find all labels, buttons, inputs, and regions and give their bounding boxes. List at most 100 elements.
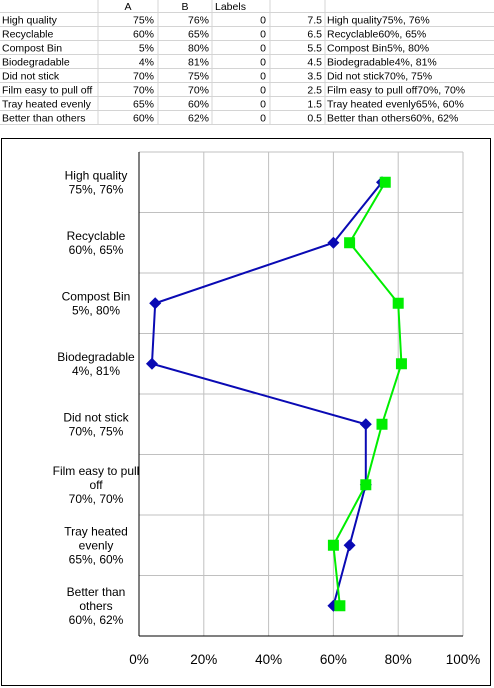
- sheet-cell-combined: Did not stick70%, 75%: [327, 71, 432, 83]
- sheet-cell-b: 65%: [188, 29, 209, 41]
- sheet-col-header: Labels: [215, 1, 246, 13]
- category-label: Did not stick 70%, 75%: [63, 410, 129, 438]
- category-label-line: Better than: [67, 585, 126, 599]
- category-label-line: 70%, 70%: [69, 492, 124, 506]
- sheet-cell-name: Better than others: [2, 113, 85, 125]
- category-label-line: evenly: [79, 538, 114, 552]
- sheet-cell-name: Did not stick: [2, 71, 60, 83]
- series-2-line: [332, 181, 403, 606]
- sheet-cell-name: Recyclable: [2, 29, 54, 41]
- sheet-cell-a: 5%: [139, 43, 154, 55]
- category-label-line: 75%, 76%: [69, 182, 124, 196]
- sheet-cell-pos: 0.5: [307, 113, 322, 125]
- sheet-cell-name: Tray heated evenly: [2, 99, 92, 111]
- sheet-cell-pos: 6.5: [307, 29, 322, 41]
- chart-area: [1, 138, 491, 686]
- sheet-cell-b: 70%: [188, 85, 209, 97]
- sheet-cell-labels: 0: [260, 99, 266, 111]
- category-label-line: Did not stick: [63, 410, 129, 424]
- sheet-cell-combined: Better than others60%, 62%: [327, 113, 458, 125]
- sheet-cell-labels: 0: [260, 113, 266, 125]
- sheet-col-header: A: [124, 1, 131, 13]
- sheet-cell-b: 75%: [188, 71, 209, 83]
- x-tick-label: 20%: [190, 652, 217, 667]
- sheet-cell-b: 62%: [188, 113, 209, 125]
- category-label-line: 65%, 60%: [69, 552, 124, 566]
- sheet-cell-name: Film easy to pull off: [2, 85, 92, 97]
- sheet-col-header: B: [181, 1, 188, 13]
- category-label-line: High quality: [65, 168, 128, 182]
- category-label-line: Biodegradable: [57, 350, 135, 364]
- category-label: Tray heated evenly 65%, 60%: [64, 524, 128, 566]
- sheet-cell-b: 80%: [188, 43, 209, 55]
- sheet-cell-a: 60%: [133, 29, 154, 41]
- series-2-point: [379, 176, 391, 188]
- sheet-cell-name: High quality: [2, 15, 58, 27]
- x-tick-label: 0%: [129, 652, 149, 667]
- spreadsheet-data: A B Labels High quality 75% 76% 0 7.5 High quali…: [0, 0, 494, 125]
- category-label: Film easy to pull off 70%, 70%: [53, 464, 140, 506]
- sheet-cell-combined: Recyclable60%, 65%: [327, 29, 426, 41]
- sheet-cell-a: 60%: [133, 113, 154, 125]
- category-label: Biodegradable 4%, 81%: [57, 350, 135, 378]
- sheet-cell-pos: 7.5: [307, 15, 322, 27]
- sheet-cell-a: 75%: [133, 15, 154, 27]
- sheet-cell-a: 70%: [133, 85, 154, 97]
- sheet-cell-combined: Biodegradable4%, 81%: [327, 57, 437, 69]
- sheet-cell-a: 70%: [133, 71, 154, 83]
- sheet-cell-name: Biodegradable: [2, 57, 70, 69]
- sheet-cell-labels: 0: [260, 85, 266, 97]
- x-tick-label: 80%: [385, 652, 412, 667]
- category-label-line: 60%, 62%: [69, 613, 124, 627]
- category-label-line: Compost Bin: [62, 289, 131, 303]
- x-tick-label: 100%: [446, 652, 481, 667]
- sheet-cell-labels: 0: [260, 43, 266, 55]
- category-label: Better than others 60%, 62%: [67, 585, 126, 627]
- sheet-cell-labels: 0: [260, 71, 266, 83]
- category-label: High quality 75%, 76%: [65, 168, 128, 196]
- series-1-point: [327, 236, 340, 249]
- category-label-line: 4%, 81%: [72, 364, 120, 378]
- sheet-cell-pos: 5.5: [307, 43, 322, 55]
- sheet-cell-combined: Compost Bin5%, 80%: [327, 43, 429, 55]
- x-tick-label: 40%: [255, 652, 282, 667]
- x-tick-label: 60%: [320, 652, 347, 667]
- series-1-point: [149, 297, 162, 310]
- sheet-cell-a: 4%: [139, 57, 154, 69]
- category-label-line: others: [79, 599, 112, 613]
- sheet-cell-combined: Tray heated evenly65%, 60%: [327, 99, 464, 111]
- series-2-point: [392, 297, 404, 309]
- series-1-point: [343, 539, 356, 552]
- sheet-cell-pos: 4.5: [307, 57, 322, 69]
- category-label-line: Film easy to pull: [53, 464, 140, 478]
- sheet-cell-b: 76%: [188, 15, 209, 27]
- category-label: Compost Bin 5%, 80%: [62, 289, 131, 317]
- series-2-point: [334, 600, 346, 612]
- category-label: Recyclable 60%, 65%: [67, 229, 126, 257]
- category-label-line: 5%, 80%: [72, 303, 120, 317]
- sheet-cell-pos: 2.5: [307, 85, 322, 97]
- sheet-cell-labels: 0: [260, 29, 266, 41]
- series-2-point: [360, 479, 372, 491]
- sheet-cell-pos: 3.5: [307, 71, 322, 83]
- category-label-line: 70%, 75%: [69, 424, 124, 438]
- category-label-line: 60%, 65%: [69, 243, 124, 257]
- category-label-line: off: [89, 478, 103, 492]
- category-label-line: Tray heated: [64, 524, 128, 538]
- sheet-cell-labels: 0: [260, 15, 266, 27]
- sheet-cell-b: 81%: [188, 57, 209, 69]
- series-2-point: [376, 418, 388, 430]
- sheet-cell-a: 65%: [133, 99, 154, 111]
- category-label-line: Recyclable: [67, 229, 126, 243]
- series-2-point: [395, 358, 407, 370]
- series-2-point: [327, 539, 339, 551]
- sheet-cell-name: Compost Bin: [2, 43, 62, 55]
- series-1-point: [359, 418, 372, 431]
- sheet-cell-b: 60%: [188, 99, 209, 111]
- sheet-cell-combined: High quality75%, 76%: [327, 15, 430, 27]
- series-1-line: [150, 181, 383, 607]
- series-2-point: [344, 237, 356, 249]
- series-1-point: [145, 357, 158, 370]
- sheet-cell-labels: 0: [260, 57, 266, 69]
